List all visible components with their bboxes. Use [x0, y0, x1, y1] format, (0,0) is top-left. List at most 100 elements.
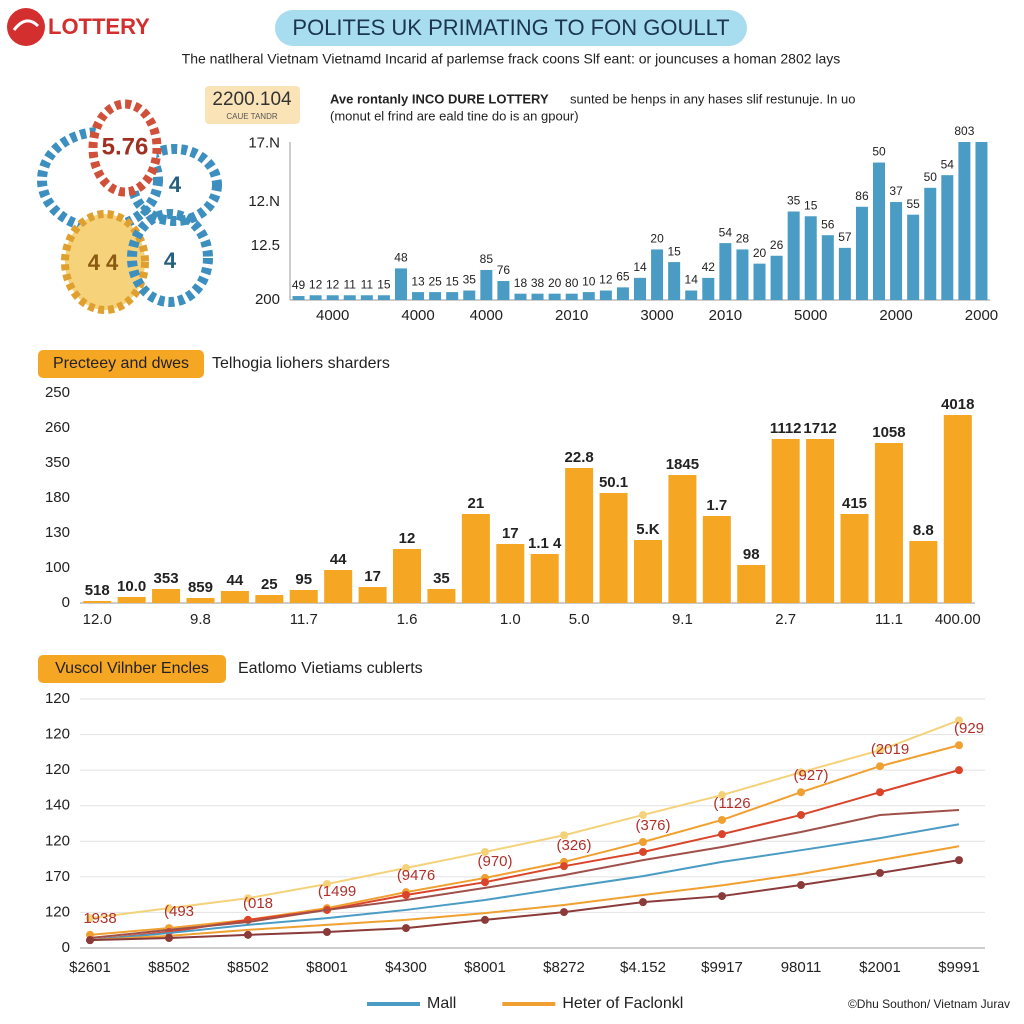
- ball-label: 4: [164, 248, 177, 273]
- bar-label: 95: [295, 571, 312, 588]
- bar: [806, 439, 835, 603]
- bar: [497, 281, 510, 300]
- bar: [582, 292, 595, 300]
- bar: [651, 249, 664, 300]
- bar-label: 8.8: [913, 522, 934, 539]
- bar-label: 17: [364, 568, 381, 585]
- bar: [599, 290, 612, 300]
- bar: [771, 439, 800, 603]
- x-tick-label: 2000: [965, 307, 998, 324]
- bar-label: 14: [633, 260, 647, 274]
- bar-label: 37: [889, 184, 903, 198]
- bar: [873, 162, 886, 300]
- point: [639, 847, 647, 856]
- bar: [770, 255, 783, 300]
- point: [797, 810, 805, 819]
- bar: [548, 293, 561, 300]
- bar-label: 35: [463, 273, 477, 287]
- page-title: POLITES UK PRIMATING TO FON GOULLT: [292, 15, 729, 40]
- y-tick-label: 0: [62, 939, 70, 956]
- point-label: (927): [793, 767, 828, 784]
- point: [955, 716, 963, 725]
- bar: [855, 206, 868, 300]
- bar: [429, 292, 442, 300]
- point: [86, 914, 94, 923]
- section-badge: [38, 655, 226, 683]
- bar: [599, 493, 628, 603]
- x-tick-label: 3000: [640, 307, 673, 324]
- y-tick-label: 140: [45, 797, 70, 814]
- line-series: [89, 845, 960, 942]
- bar-label: 1712: [803, 420, 836, 437]
- point: [876, 762, 884, 771]
- chart-title: Precteey and dwes: [53, 355, 189, 372]
- bar: [668, 262, 681, 300]
- y-tick-label: 130: [45, 524, 70, 541]
- bar-label: 20: [548, 276, 562, 290]
- point: [876, 788, 884, 797]
- bar-label: 12: [326, 277, 340, 291]
- point-label: (1499: [318, 883, 356, 900]
- point-label: (970): [477, 853, 512, 870]
- bar-label: 14: [685, 273, 699, 287]
- bar: [220, 591, 249, 603]
- line-series: [89, 859, 960, 942]
- y-tick-label: 180: [45, 489, 70, 506]
- bar-label: 35: [787, 194, 801, 208]
- bar-label: 86: [855, 189, 869, 203]
- bar: [480, 269, 493, 300]
- x-tick-label: 2000: [879, 307, 912, 324]
- point: [244, 930, 252, 939]
- x-tick-label: $8502: [227, 959, 269, 976]
- bar: [909, 541, 938, 603]
- bar-label: 44: [330, 551, 347, 568]
- x-tick-label: $4300: [385, 959, 427, 976]
- bar-label: 55: [906, 197, 920, 211]
- bar: [343, 295, 356, 300]
- bar: [83, 601, 112, 603]
- point: [165, 934, 173, 943]
- bar-label: 15: [804, 198, 818, 212]
- bar-label: 1058: [872, 424, 905, 441]
- intro-note: (monut el frind are eald tine do is an g…: [330, 108, 579, 123]
- x-tick-label: $8272: [543, 959, 585, 976]
- bar: [890, 202, 903, 300]
- bar: [324, 570, 353, 603]
- intro-text: sunted be henps in any hases slif restun…: [570, 91, 855, 106]
- point: [955, 766, 963, 775]
- bar: [309, 295, 322, 300]
- bar: [924, 187, 937, 300]
- bar: [907, 214, 920, 300]
- bar-label: 98: [743, 546, 760, 563]
- y-tick-label: 120: [45, 903, 70, 920]
- x-tick-label: 4000: [401, 307, 434, 324]
- point: [639, 810, 647, 819]
- bar: [634, 277, 646, 300]
- bar-label: 1112: [770, 420, 802, 437]
- y-tick-label: 120: [45, 832, 70, 849]
- bar-label: 15: [377, 277, 391, 291]
- bar: [360, 295, 373, 300]
- line-series: [89, 769, 960, 942]
- y-tick-label: 12.N: [248, 193, 280, 210]
- page-subtitle: The natlheral Vietnam Vietnamd Incarid a…: [182, 51, 841, 67]
- bar: [152, 589, 181, 603]
- x-tick-label: 5000: [794, 307, 827, 324]
- bar-label: 18: [514, 276, 528, 290]
- point-label: (018: [243, 895, 273, 912]
- point: [718, 815, 726, 824]
- bar: [412, 292, 425, 300]
- chart-title: Vuscol Vilnber Encles: [55, 660, 209, 677]
- point: [718, 830, 726, 839]
- point: [560, 908, 568, 917]
- chart-subtitle: Eatlomo Vietiams cublerts: [238, 660, 423, 677]
- y-tick-label: 120: [45, 690, 70, 707]
- intro-bold: Ave rontanly INCO DURE LOTTERY: [330, 91, 549, 106]
- point: [560, 831, 568, 840]
- x-tick-label: 12.0: [83, 611, 112, 628]
- bar-label: 20: [753, 246, 767, 260]
- bar-label: 50: [872, 145, 886, 159]
- bar: [530, 554, 559, 603]
- bar-label: 1845: [666, 456, 699, 473]
- bar: [514, 293, 527, 300]
